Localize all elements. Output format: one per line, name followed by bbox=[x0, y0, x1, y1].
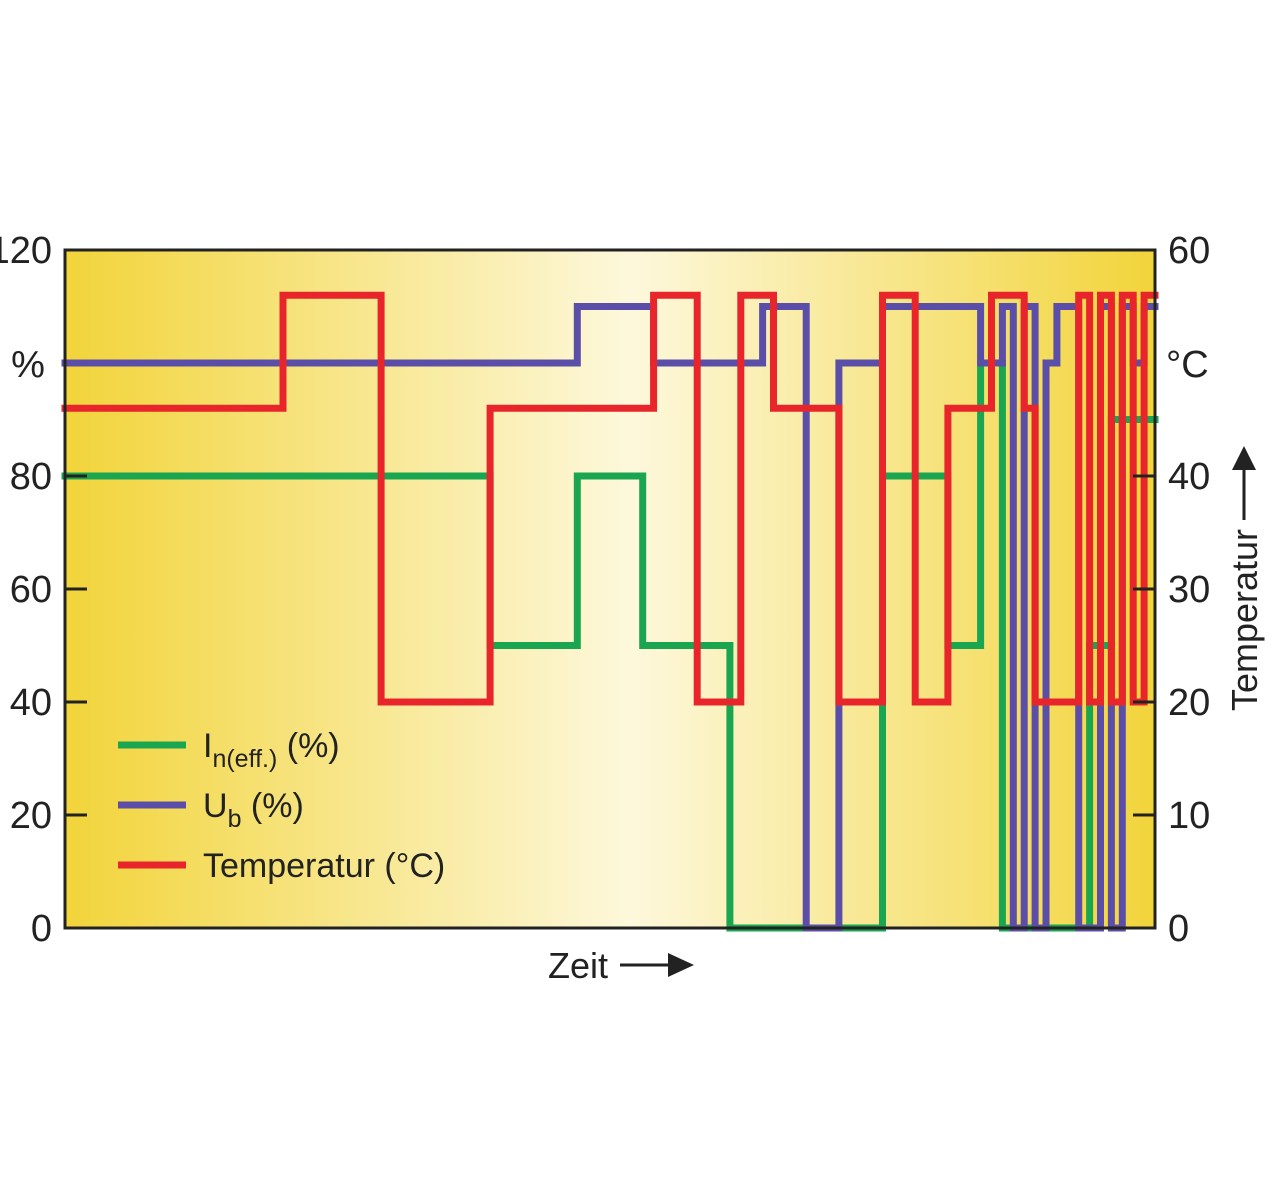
right-axis-title-group: Temperatur bbox=[1224, 446, 1265, 711]
legend: In(eff.) (%) Ub (%) Temperatur (°C) bbox=[118, 727, 445, 885]
x-axis-title-group: Zeit bbox=[548, 945, 694, 986]
left-axis-unit: % bbox=[11, 344, 45, 386]
series-line-2 bbox=[61, 291, 1159, 706]
right-axis-title: Temperatur bbox=[1224, 529, 1265, 711]
up-arrow-icon bbox=[1232, 446, 1256, 520]
legend-label: In(eff.) (%) bbox=[203, 727, 340, 773]
right-tick-label: 40 bbox=[1168, 456, 1210, 498]
left-tick-label: 60 bbox=[10, 569, 52, 611]
legend-label: Temperatur (°C) bbox=[203, 847, 445, 885]
left-tick-label: 120 bbox=[0, 230, 52, 272]
right-arrow-icon bbox=[620, 953, 694, 977]
right-tick-label: 20 bbox=[1168, 682, 1210, 724]
left-axis: 0 20 40 60 80 120 bbox=[0, 230, 87, 950]
right-axis-unit: °C bbox=[1166, 344, 1209, 386]
left-tick-label: 0 bbox=[31, 908, 52, 950]
right-tick-label: 10 bbox=[1168, 795, 1210, 837]
right-axis: 0 10 20 30 40 60 bbox=[1133, 230, 1210, 950]
left-tick-label: 80 bbox=[10, 456, 52, 498]
legend-label: Ub (%) bbox=[203, 787, 304, 833]
left-tick-label: 40 bbox=[10, 682, 52, 724]
right-tick-label: 60 bbox=[1168, 230, 1210, 272]
right-tick-label: 30 bbox=[1168, 569, 1210, 611]
left-tick-label: 20 bbox=[10, 795, 52, 837]
x-axis-title: Zeit bbox=[548, 945, 608, 986]
right-tick-label: 0 bbox=[1168, 908, 1189, 950]
